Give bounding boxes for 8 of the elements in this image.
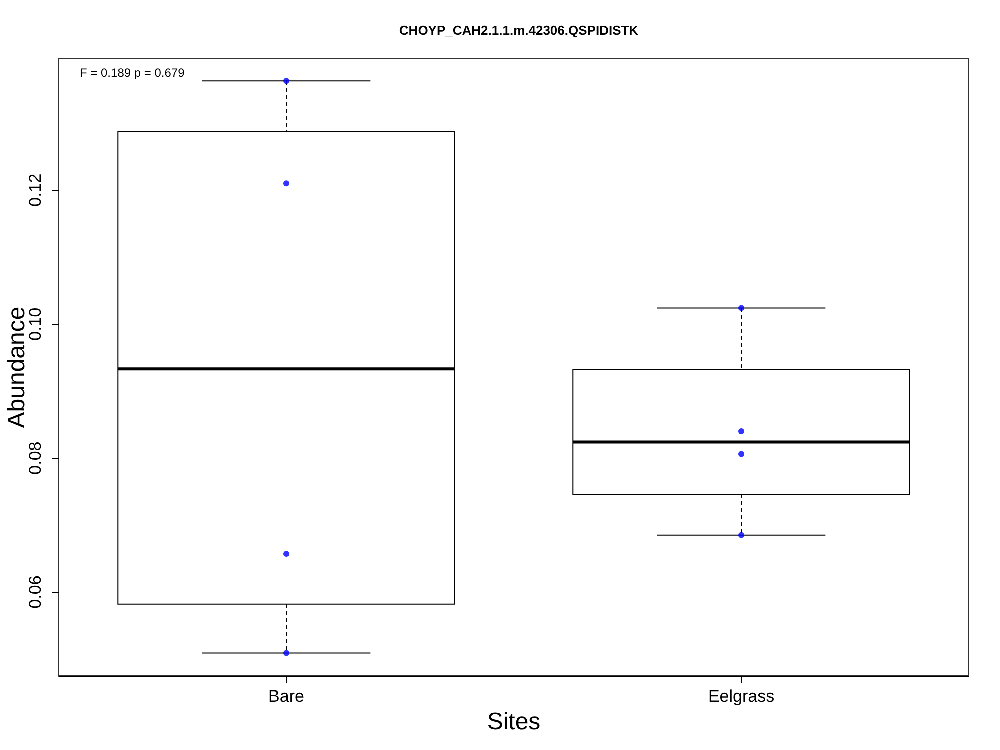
y-tick-label: 0.08 <box>26 442 45 475</box>
y-tick-label: 0.12 <box>26 174 45 207</box>
x-tick-label: Eelgrass <box>708 687 775 706</box>
annotation: F = 0.189 p = 0.679 <box>80 66 186 80</box>
x-axis-title: Sites <box>487 708 541 736</box>
chart-title: CHOYP_CAH2.1.1.m.42306.QSPIDISTK <box>399 23 640 38</box>
x-tick-label: Bare <box>268 687 304 706</box>
y-tick-label: 0.06 <box>26 576 45 609</box>
